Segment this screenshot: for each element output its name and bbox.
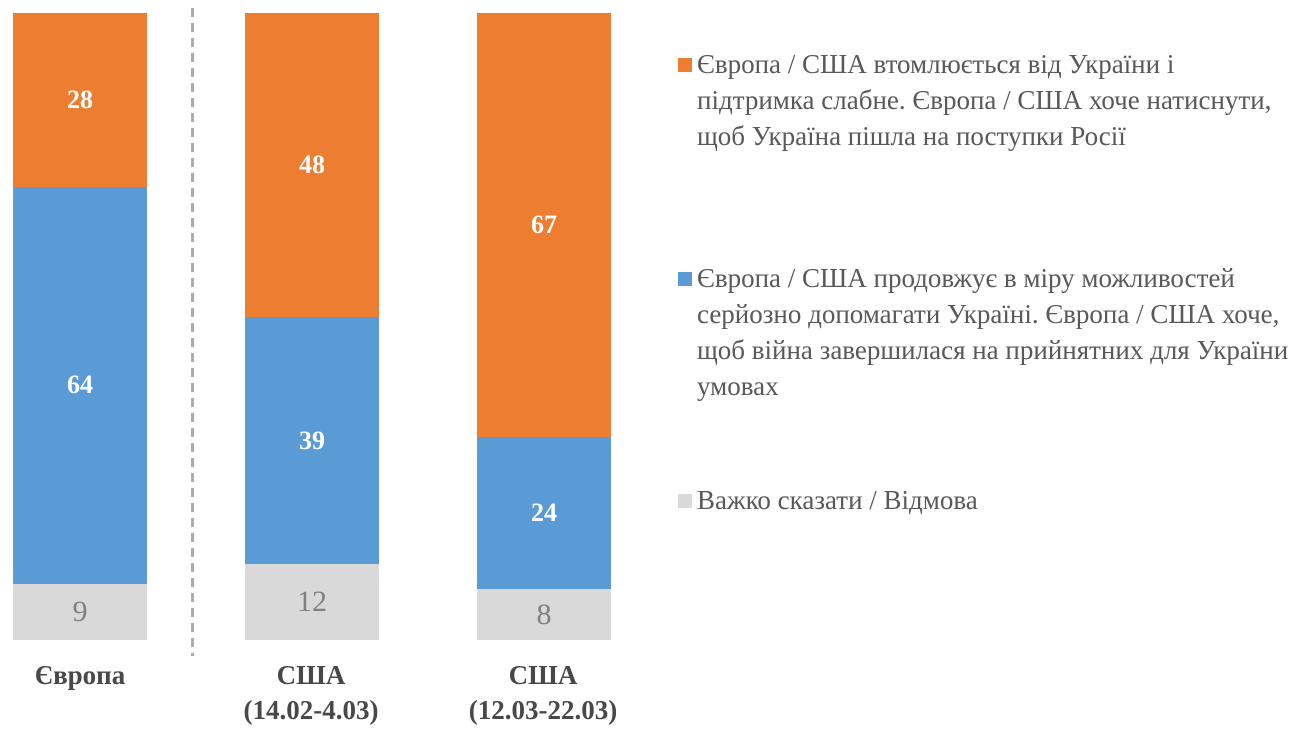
bar-usa-mar: 67 24 8 <box>477 13 611 640</box>
legend-label-orange: Європа / США втомлюється від України і п… <box>697 49 1272 151</box>
bar-value-label: 12 <box>297 585 327 618</box>
bar-segment: 24 <box>477 437 611 590</box>
bar-value-label: 48 <box>299 150 325 179</box>
category-label-europe: Європа <box>34 660 126 690</box>
legend-swatch-orange-icon <box>678 58 692 72</box>
bar-value-label: 8 <box>536 597 552 631</box>
legend-item-blue: Європа / США продовжує в міру можливосте… <box>678 260 1295 404</box>
category-label-usa-feb: США (14.02-4.03) <box>243 660 379 726</box>
bar-segment: 48 <box>245 13 379 317</box>
bar-usa-feb: 48 39 12 <box>245 13 379 640</box>
category-label-usa-mar: США (12.03-22.03) <box>468 660 618 726</box>
legend-swatch-blue-icon <box>678 272 692 286</box>
bar-europe: 28 64 9 <box>13 13 147 641</box>
legend-item-orange: Європа / США втомлюється від України і п… <box>678 46 1295 154</box>
bar-value-label: 67 <box>531 210 557 240</box>
bar-segment: 9 <box>13 584 147 641</box>
bar-value-label: 9 <box>72 595 88 629</box>
legend-label-gray: Важко сказати / Відмова <box>697 485 978 515</box>
legend-item-gray: Важко сказати / Відмова <box>678 482 1295 518</box>
bar-value-label: 39 <box>299 425 325 455</box>
legend-label-blue: Європа / США продовжує в міру можливосте… <box>697 263 1289 401</box>
bar-segment: 64 <box>13 186 147 585</box>
bar-segment: 12 <box>245 564 379 640</box>
bar-segment: 67 <box>477 13 611 438</box>
bar-segment: 39 <box>245 317 379 564</box>
bar-value-label: 24 <box>531 498 557 528</box>
bar-segment: 8 <box>477 589 611 640</box>
bar-value-label: 28 <box>67 84 93 114</box>
legend-swatch-gray-icon <box>678 494 692 508</box>
bar-value-label: 64 <box>67 370 93 400</box>
bar-segment: 28 <box>13 13 147 187</box>
dashed-divider <box>191 8 194 656</box>
